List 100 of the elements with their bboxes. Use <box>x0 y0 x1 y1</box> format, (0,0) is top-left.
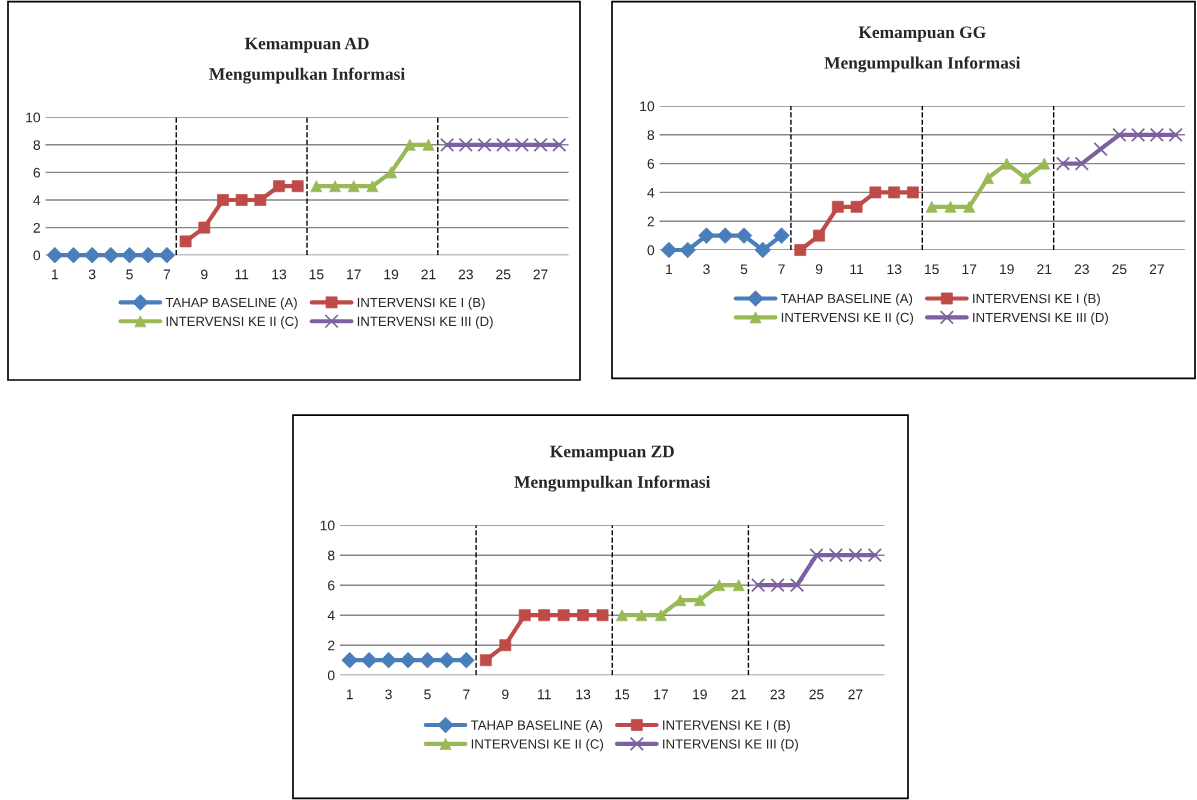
y-tick-label: 8 <box>647 130 655 140</box>
point <box>1131 127 1146 142</box>
x-tick-label: 5 <box>740 264 748 275</box>
x-tick-label: 21 <box>421 269 436 280</box>
x-tick-label: 21 <box>731 689 746 700</box>
point <box>533 137 548 152</box>
legend-label: INTERVENSI KE III (D) <box>973 312 1108 325</box>
x-tick-label: 27 <box>533 269 548 280</box>
legend-label: TAHAP BASELINE (A) <box>470 720 603 733</box>
x-tick-label: 19 <box>693 689 707 700</box>
point <box>552 137 567 152</box>
point <box>1168 127 1183 142</box>
x-tick-label: 17 <box>347 269 361 280</box>
y-tick-label: 10 <box>640 101 655 112</box>
chart-subtitle: Mengumpulkan Informasi <box>824 56 1021 73</box>
x-tick-label: 19 <box>384 269 399 280</box>
y-tick-label: 10 <box>320 520 335 531</box>
legend-label: INTERVENSI KE II (C) <box>166 316 298 329</box>
x-tick-label: 13 <box>272 269 287 280</box>
y-tick-label: 6 <box>328 580 335 591</box>
x-tick-label: 17 <box>962 264 977 274</box>
x-tick-label: 13 <box>887 264 902 275</box>
legend-label: INTERVENSI KE III (D) <box>663 738 798 752</box>
x-tick-label: 1 <box>346 689 353 700</box>
point <box>496 137 511 152</box>
x-tick-label: 9 <box>815 264 823 275</box>
x-tick-label: 23 <box>458 269 473 280</box>
x-tick-label: 11 <box>235 269 249 280</box>
x-tick-label: 25 <box>809 689 824 700</box>
x-tick-label: 15 <box>615 689 630 700</box>
point <box>440 137 455 152</box>
point <box>254 194 267 206</box>
point <box>809 548 824 563</box>
y-tick-label: 0 <box>647 245 655 256</box>
chart-subtitle: Mengumpulkan Informasi <box>514 475 711 492</box>
x-tick-label: 17 <box>654 689 668 700</box>
legend-label: TAHAP BASELINE (A) <box>780 293 913 306</box>
y-tick-label: 0 <box>33 250 41 261</box>
legend-label: INTERVENSI KE II (C) <box>471 738 604 752</box>
x-tick-label: 25 <box>1112 264 1127 275</box>
y-tick-label: 0 <box>327 670 335 681</box>
point <box>1074 156 1089 171</box>
x-tick-label: 23 <box>770 689 785 700</box>
x-tick-label: 7 <box>463 689 470 700</box>
legend-label: INTERVENSI KE I (B) <box>663 720 790 733</box>
legend-label: TAHAP BASELINE (A) <box>165 297 297 310</box>
point <box>735 227 753 244</box>
x-tick-label: 23 <box>1074 264 1089 275</box>
x-tick-label: 1 <box>666 264 673 274</box>
point <box>789 578 805 593</box>
point <box>867 548 882 563</box>
x-tick-label: 9 <box>502 689 509 700</box>
x-tick-label: 5 <box>126 269 133 280</box>
legend-label: INTERVENSI KE I (B) <box>357 297 485 310</box>
point <box>514 137 529 152</box>
chart-title: Kemampuan GG <box>858 26 986 42</box>
legend-label: INTERVENSI KE II (C) <box>781 312 914 325</box>
x-tick-label: 13 <box>576 689 591 700</box>
point <box>458 137 473 152</box>
x-tick-label: 27 <box>848 689 863 700</box>
x-tick-label: 11 <box>538 689 551 700</box>
y-tick-label: 6 <box>33 167 41 178</box>
x-tick-label: 11 <box>850 264 864 274</box>
x-tick-label: 25 <box>496 269 511 280</box>
x-tick-label: 21 <box>1037 264 1052 274</box>
point <box>1112 127 1127 142</box>
y-tick-label: 2 <box>33 222 40 233</box>
point <box>1055 156 1071 171</box>
x-tick-label: 9 <box>201 269 208 280</box>
y-tick-label: 4 <box>33 195 41 206</box>
y-tick-label: 2 <box>647 216 654 227</box>
point <box>828 548 844 563</box>
chart-subtitle: Mengumpulkan Informasi <box>209 67 405 84</box>
x-tick-label: 3 <box>385 689 392 700</box>
point <box>770 578 785 593</box>
point <box>477 137 492 152</box>
y-tick-label: 10 <box>26 112 41 123</box>
x-tick-label: 3 <box>88 269 96 280</box>
point <box>1093 142 1108 157</box>
x-tick-label: 1 <box>52 269 59 280</box>
x-tick-label: 3 <box>703 264 710 275</box>
y-tick-label: 4 <box>327 610 335 621</box>
x-tick-label: 27 <box>1149 264 1164 274</box>
point <box>65 246 82 264</box>
x-tick-label: 15 <box>309 269 324 280</box>
y-tick-label: 2 <box>328 640 335 651</box>
y-tick-label: 6 <box>647 158 655 169</box>
y-tick-label: 8 <box>33 140 41 150</box>
chart-title: Kemampuan ZD <box>550 445 674 461</box>
chart-title: Kemampuan AD <box>244 37 369 53</box>
point <box>848 548 863 563</box>
legend-label: INTERVENSI KE I (B) <box>973 293 1100 306</box>
point <box>794 244 807 256</box>
point <box>1149 127 1164 142</box>
x-tick-label: 5 <box>424 689 431 700</box>
y-tick-label: 4 <box>647 187 655 198</box>
legend-label: INTERVENSI KE III (D) <box>357 316 493 329</box>
x-tick-label: 19 <box>1000 264 1014 275</box>
x-tick-label: 15 <box>925 264 939 275</box>
x-tick-label: 7 <box>778 264 785 274</box>
